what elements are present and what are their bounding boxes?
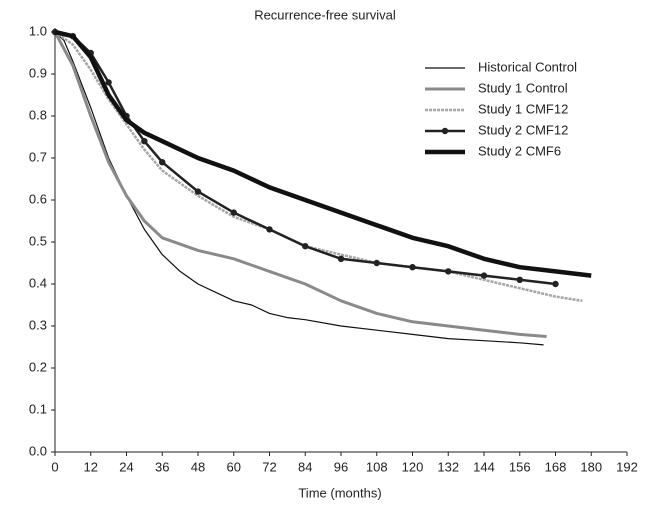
y-tick-label: 0.7	[29, 149, 47, 164]
x-tick-label: 180	[580, 459, 602, 474]
y-tick-label: 0.1	[29, 401, 47, 416]
x-tick-label: 24	[119, 459, 133, 474]
x-tick-label: 192	[616, 459, 638, 474]
y-tick-label: 0.8	[29, 107, 47, 122]
x-tick-label: 144	[473, 459, 495, 474]
series-marker	[337, 255, 345, 262]
series-marker	[230, 209, 237, 216]
series-line	[54, 29, 592, 278]
y-tick-label: 0.2	[29, 359, 47, 374]
y-tick-label: 0.5	[29, 233, 47, 248]
x-tick-label: 120	[402, 459, 424, 474]
y-tick-label: 0.3	[29, 317, 47, 332]
series-line	[54, 30, 583, 303]
x-tick-label: 108	[366, 459, 388, 474]
legend-label: Historical Control	[478, 59, 577, 74]
legend-label: Study 2 CMF6	[478, 143, 561, 158]
series-marker	[373, 259, 380, 267]
series-marker	[105, 79, 112, 86]
chart-title: Recurrence-free survival	[254, 7, 396, 22]
x-tick-label: 36	[155, 459, 169, 474]
series-line	[54, 30, 556, 286]
series-line	[53, 31, 547, 338]
legend-label: Study 1 CMF12	[478, 101, 568, 116]
series-marker	[302, 243, 309, 250]
series-marker	[141, 138, 148, 145]
series-marker	[552, 280, 559, 288]
legend-label: Study 1 Control	[478, 80, 568, 95]
x-tick-label: 60	[227, 459, 241, 474]
x-axis-label: Time (months)	[298, 485, 381, 500]
x-tick-label: 0	[51, 459, 58, 474]
y-tick-label: 0.0	[29, 443, 47, 458]
series-marker	[409, 264, 416, 271]
series-marker	[480, 272, 488, 279]
x-tick-label: 48	[191, 459, 205, 474]
y-tick-label: 1.0	[29, 23, 47, 38]
x-tick-label: 132	[437, 459, 459, 474]
series-marker	[266, 226, 273, 233]
x-tick-label: 84	[298, 459, 312, 474]
legend-label: Study 2 CMF12	[478, 122, 568, 137]
series-marker	[159, 159, 166, 166]
series-marker	[516, 276, 523, 283]
x-tick-label: 168	[545, 459, 567, 474]
legend-marker	[441, 127, 449, 135]
series-marker	[445, 268, 452, 275]
series-line	[54, 31, 544, 346]
series-marker	[194, 188, 202, 195]
y-tick-label: 0.4	[29, 275, 47, 290]
x-tick-label: 12	[84, 459, 98, 474]
x-tick-label: 156	[509, 459, 531, 474]
x-tick-label: 96	[334, 459, 348, 474]
y-tick-label: 0.6	[29, 191, 47, 206]
x-tick-label: 72	[262, 459, 276, 474]
y-tick-label: 0.9	[29, 65, 47, 80]
